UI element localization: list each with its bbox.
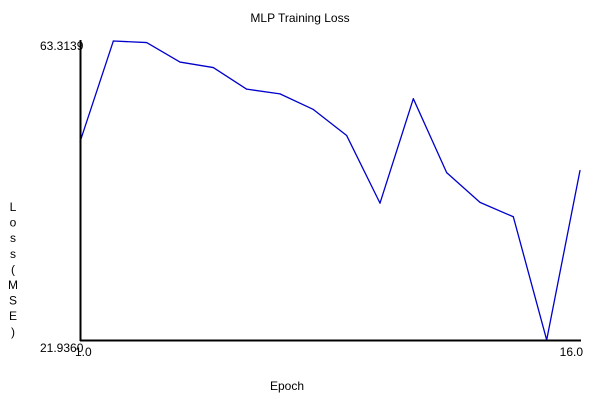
y-axis-label-char: M xyxy=(8,278,18,292)
data-point xyxy=(412,98,414,100)
y-axis-label-char: L xyxy=(10,200,17,214)
y-axis-label-char: s xyxy=(10,247,16,261)
data-point xyxy=(512,216,514,218)
data-point xyxy=(379,202,381,204)
x-tick-label-min: 1.0 xyxy=(75,345,92,359)
x-axis-label: Epoch xyxy=(270,379,304,393)
y-axis-label-char: ) xyxy=(11,325,15,339)
y-axis-label-char: S xyxy=(9,294,17,308)
data-point xyxy=(146,41,148,44)
y-tick-label-max: 63.3139 xyxy=(40,39,84,53)
plot-area xyxy=(79,40,581,341)
y-axis-label-char: E xyxy=(9,309,17,323)
data-point xyxy=(179,61,181,63)
data-point xyxy=(212,66,214,69)
data-point xyxy=(446,172,448,174)
y-axis-label-char: o xyxy=(10,216,17,230)
data-point xyxy=(279,93,281,95)
data-point xyxy=(246,88,248,90)
y-tick-label-min: 21.9360 xyxy=(40,341,84,355)
data-point xyxy=(112,40,114,42)
data-point xyxy=(479,201,481,203)
data-point xyxy=(346,134,348,137)
data-point xyxy=(312,108,314,111)
x-tick-label-max: 16.0 xyxy=(560,345,584,359)
series-line-0 xyxy=(79,40,581,341)
chart-title: MLP Training Loss xyxy=(250,11,349,25)
y-axis-label: Loss(MSE) xyxy=(8,200,18,339)
y-axis-label-char: s xyxy=(10,231,16,245)
data-point xyxy=(579,169,581,172)
y-axis-label-char: ( xyxy=(11,262,15,276)
